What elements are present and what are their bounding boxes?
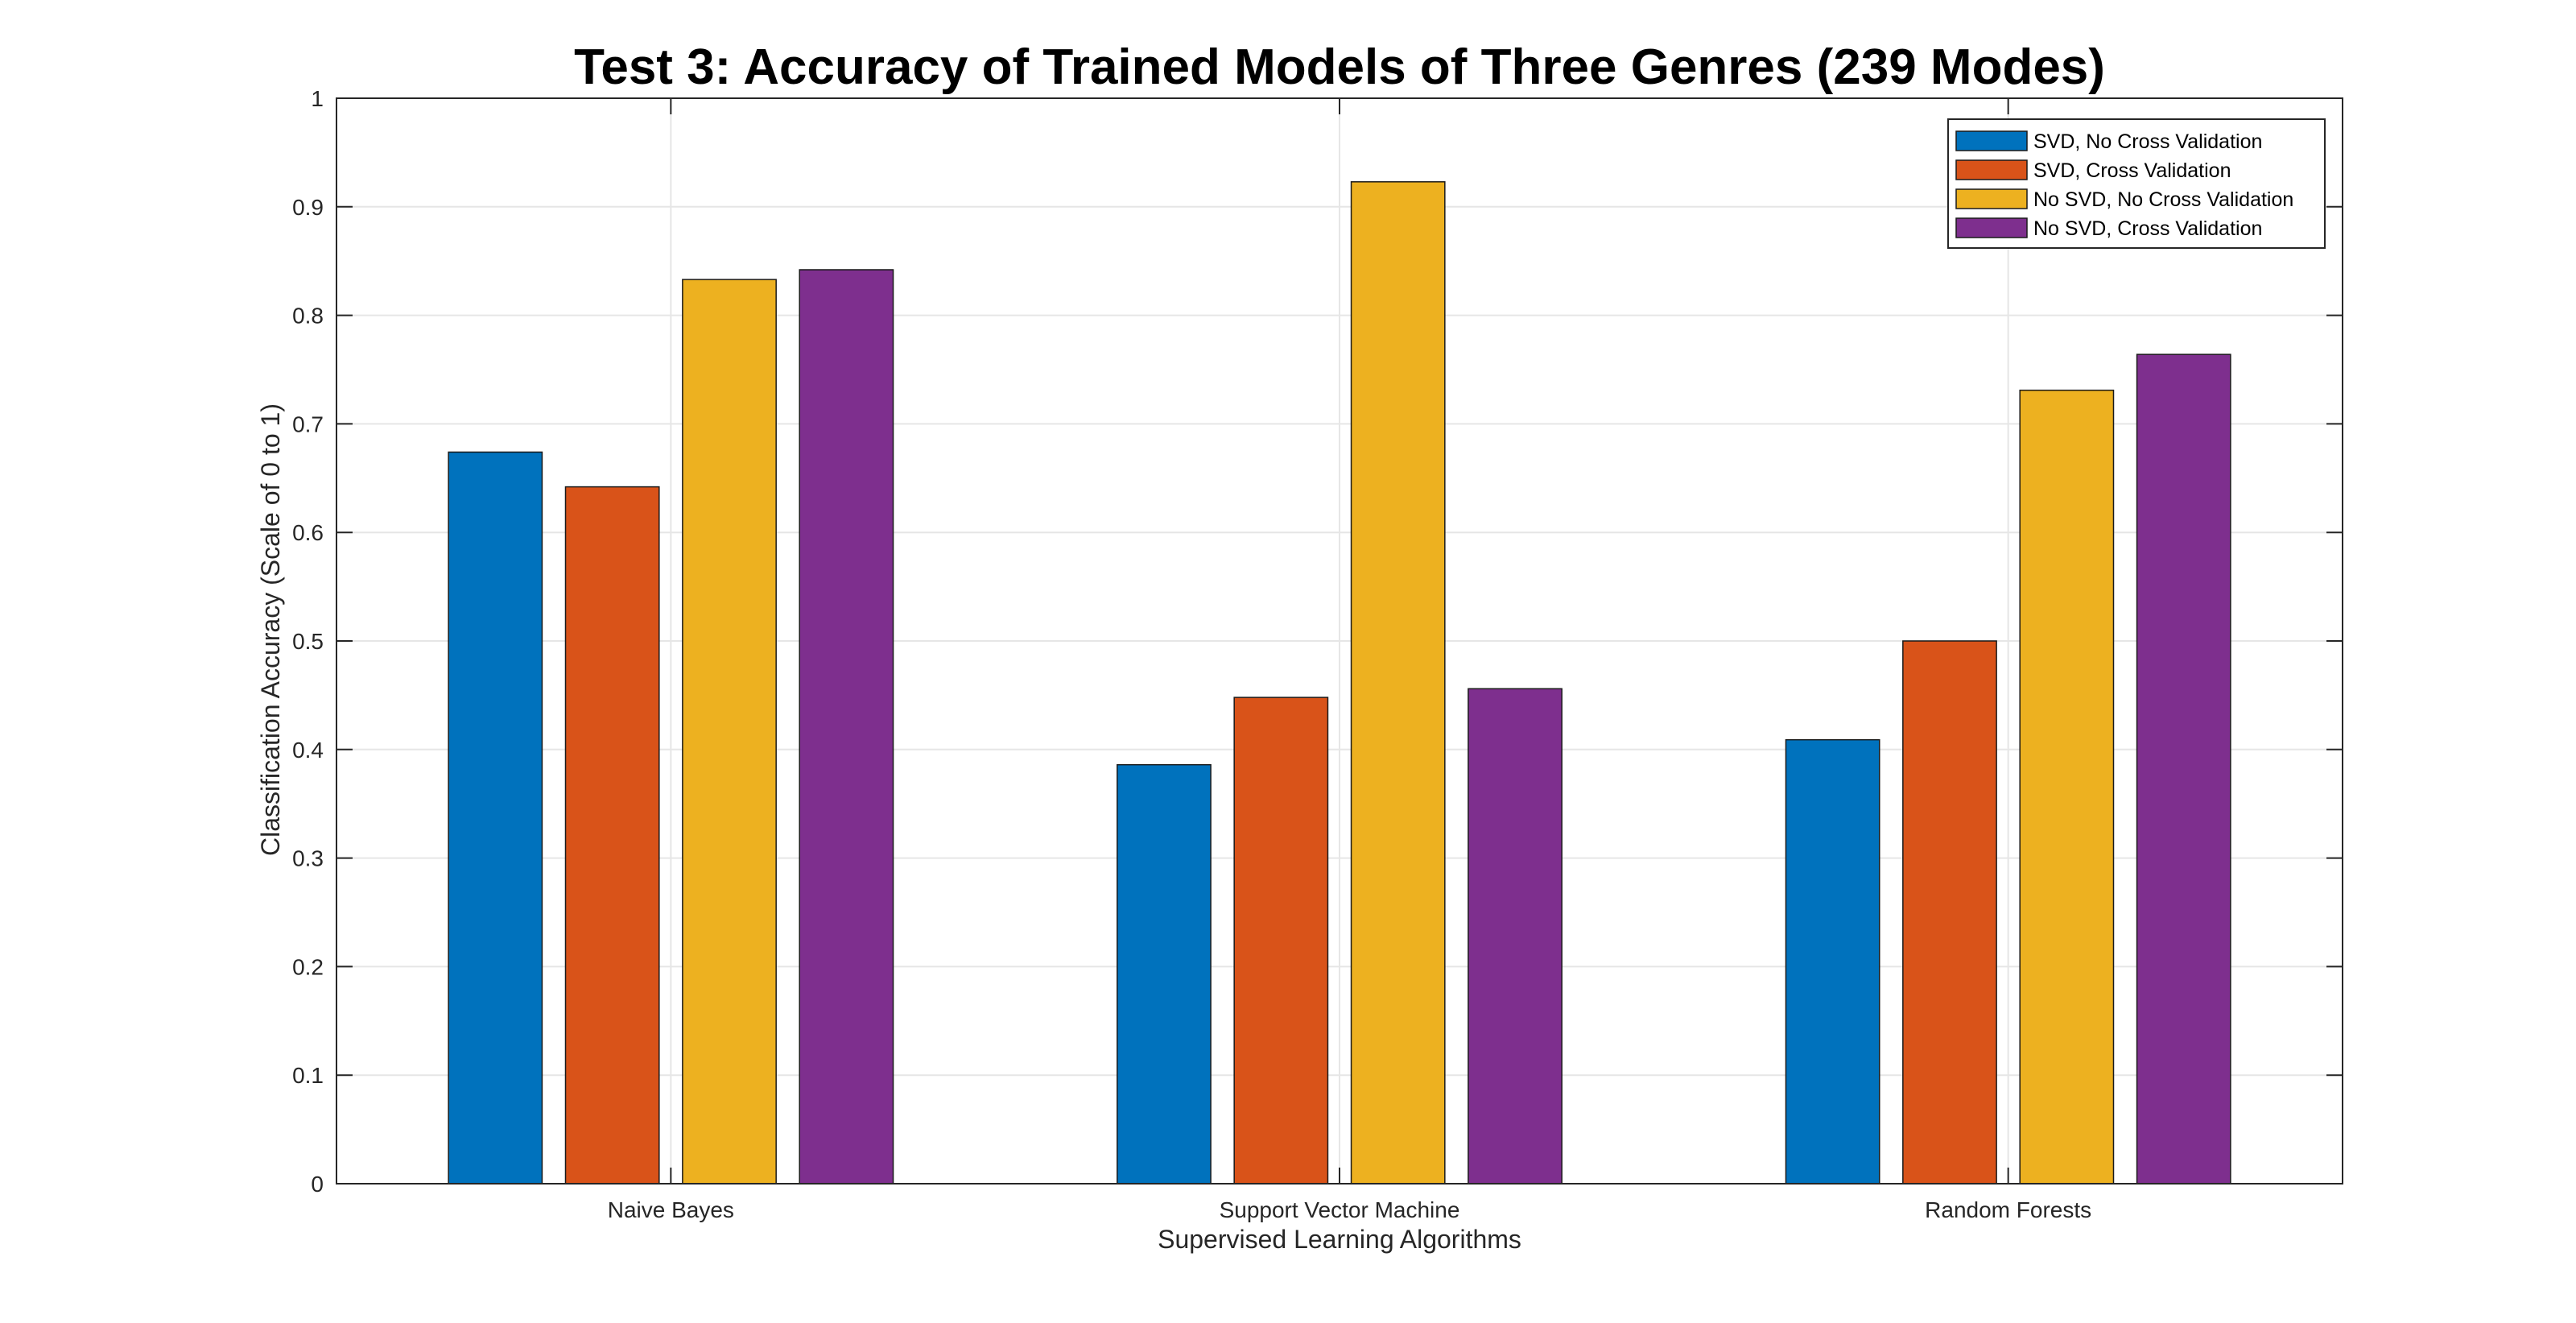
legend-entry: No SVD, Cross Validation — [2033, 217, 2262, 240]
bar — [448, 451, 543, 1184]
legend-swatch — [1955, 217, 2028, 238]
bar — [1902, 640, 1997, 1184]
y-tick-label: 0.8 — [292, 304, 324, 329]
x-tick-label: Random Forests — [1925, 1197, 2091, 1222]
bar — [1233, 697, 1329, 1184]
legend-entry: SVD, No Cross Validation — [2033, 130, 2262, 153]
grid-lines — [336, 98, 2343, 1184]
y-axis-label: Classification Accuracy (Scale of 0 to 1… — [256, 403, 285, 856]
bar — [1350, 181, 1446, 1184]
tick-labels: 0 0.1 0.2 0.3 0.4 0.5 0.6 0.7 0.8 0.9 1 Naive Bayes… — [292, 86, 2091, 1222]
plot-border — [336, 97, 2343, 1184]
x-axis-label: Supervised Learning Algorithms — [1158, 1225, 1521, 1254]
legend-swatch — [1955, 188, 2028, 209]
y-tick-label: 1 — [311, 86, 324, 111]
chart-title: Test 3: Accuracy of Trained Models of Th… — [574, 39, 2105, 95]
legend-swatch — [1955, 159, 2028, 180]
y-tick-label: 0.5 — [292, 629, 324, 654]
legend: SVD, No Cross Validation SVD, Cross Valid… — [1947, 118, 2326, 249]
y-tick-label: 0.6 — [292, 520, 324, 545]
bar — [682, 279, 777, 1184]
legend-entry: No SVD, No Cross Validation — [2033, 188, 2293, 211]
y-tick-label: 0 — [311, 1172, 324, 1197]
bar — [1117, 763, 1212, 1184]
bar — [1468, 688, 1563, 1184]
legend-swatch — [1955, 130, 2028, 151]
bar — [564, 486, 660, 1184]
bar — [799, 269, 894, 1184]
y-tick-label: 0.7 — [292, 411, 324, 436]
y-tick-label: 0.2 — [292, 954, 324, 979]
y-tick-label: 0.1 — [292, 1063, 324, 1088]
bar — [2019, 389, 2115, 1184]
bar — [1785, 738, 1880, 1184]
y-tick-label: 0.9 — [292, 195, 324, 220]
x-tick-label: Support Vector Machine — [1220, 1197, 1460, 1222]
y-tick-label: 0.3 — [292, 846, 324, 871]
legend-entry: SVD, Cross Validation — [2033, 159, 2231, 182]
x-tick-label: Naive Bayes — [608, 1197, 734, 1222]
axes — [336, 97, 2343, 1184]
y-tick-label: 0.4 — [292, 738, 324, 763]
bars — [448, 181, 2231, 1184]
bar — [2136, 353, 2231, 1184]
